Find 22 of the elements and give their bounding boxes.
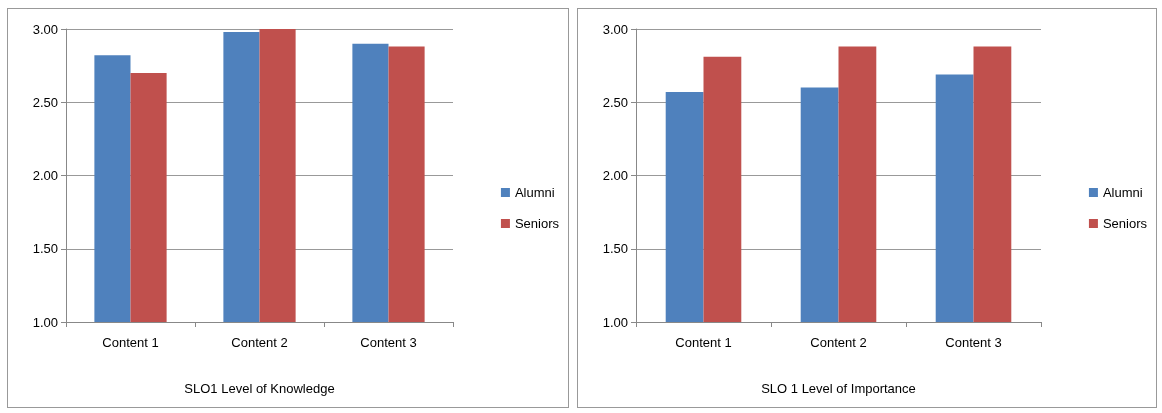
y-tick-label: 1.50 [32, 241, 58, 257]
y-tick-label: 2.50 [32, 94, 58, 110]
y-tick-label: 1.00 [32, 314, 58, 330]
y-tick-label: 2.50 [602, 94, 628, 110]
legend-label: Alumni [514, 185, 555, 200]
x-tick-label: Content 3 [945, 335, 1002, 350]
x-tick-label: Content 3 [360, 335, 417, 350]
legend-label: Alumni [1102, 185, 1143, 200]
y-tick-label: 2.00 [32, 168, 58, 183]
y-tick-label: 3.00 [32, 21, 58, 37]
y-tick-label: 2.00 [602, 168, 628, 183]
legend-label: Seniors [1102, 216, 1148, 231]
x-axis-title: SLO 1 Level of Importance [761, 381, 916, 396]
x-tick-label: Content 1 [675, 335, 732, 350]
legend-label: Seniors [514, 216, 560, 231]
x-tick-label: Content 1 [102, 335, 159, 350]
y-tick-label: 1.00 [602, 314, 628, 330]
x-axis-title: SLO1 Level of Knowledge [184, 381, 335, 396]
y-tick-label: 3.00 [602, 21, 628, 37]
y-tick-label: 1.50 [602, 241, 628, 257]
x-tick-label: Content 2 [810, 335, 867, 350]
x-tick-label: Content 2 [231, 335, 288, 350]
